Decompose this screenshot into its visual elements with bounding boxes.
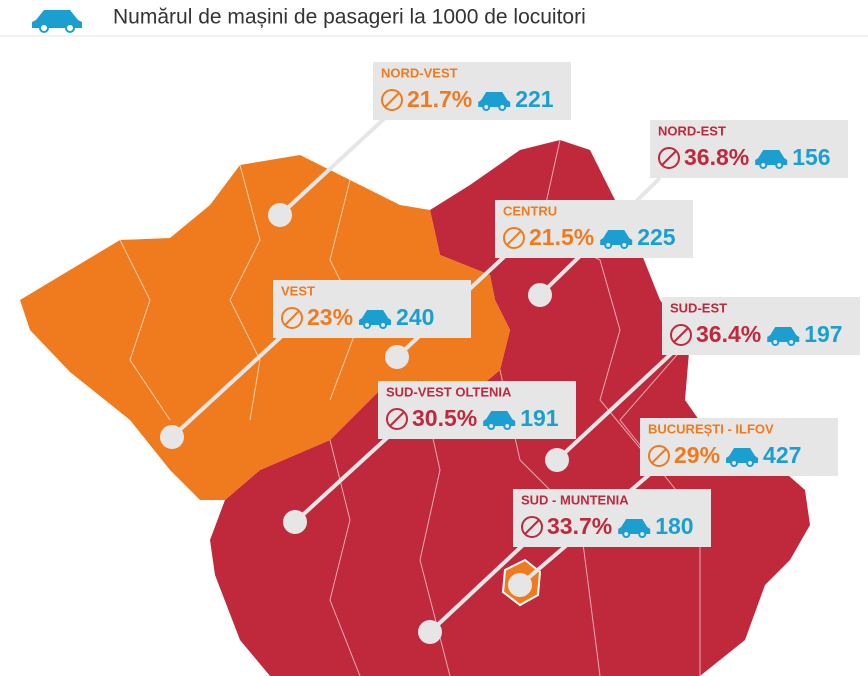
region-name: SUD - MUNTENIA [521,492,629,507]
region-name: VEST [281,283,315,298]
unemployment-share: 21.5% [529,224,594,250]
car-wheel [775,161,784,169]
cars-per-1000: 156 [792,144,830,170]
no-icon-slash [384,92,400,108]
car-wheel [759,161,768,169]
region-orange [20,155,510,500]
no-icon [381,89,403,111]
no-icon-slash [651,448,667,464]
no-icon-slash [673,327,689,343]
cars-per-1000: 225 [637,224,676,250]
car-wheel [487,422,496,430]
no-icon [658,147,680,169]
unemployment-share: 30.5% [412,405,477,431]
region-callout: NORD-VEST 21.7% 221 [268,62,571,227]
callout-box [662,297,860,355]
no-icon [281,307,303,329]
region-marker [283,510,307,534]
car-wheel [638,530,647,538]
region-name: SUD-VEST OLTENIA [386,384,512,399]
no-icon-slash [389,411,405,427]
title: Numărul de mașini de pasageri la 1000 de… [113,6,586,29]
no-icon [648,445,670,467]
region-marker [545,448,569,472]
callout-box [513,489,711,547]
unemployment-share: 36.8% [684,144,749,170]
unemployment-share: 33.7% [547,513,612,539]
car-wheel [771,338,780,346]
region-name: NORD-EST [658,123,726,138]
car-wheel [604,241,613,249]
cars-per-1000: 180 [655,513,693,539]
region-marker [385,345,409,369]
region-callout: SUD-VEST OLTENIA 30.5% 191 [283,381,576,534]
region-marker [508,573,532,597]
region-marker [268,203,292,227]
callout-box [640,418,838,476]
callout-line [555,351,674,462]
no-icon-slash [506,230,522,246]
region-callout: SUD-EST 36.4% 197 [545,297,860,472]
no-icon [503,227,525,249]
car-wheel [622,530,631,538]
no-icon-slash [524,519,540,535]
unemployment-share: 36.4% [696,321,761,347]
car-wheel [787,338,796,346]
region-marker [418,620,442,644]
callout-box [273,280,471,338]
cars-per-1000: 191 [520,405,559,431]
callout-box [373,62,571,120]
region-name: BUCUREȘTI - ILFOV [648,421,774,436]
car-wheel [620,241,629,249]
cars-per-1000: 240 [396,304,434,330]
callout-box [650,120,848,178]
car-wheel [730,459,739,467]
region-name: CENTRU [503,203,557,218]
car-wheel [363,321,372,329]
car-wheel [498,103,507,111]
car-wheel [503,422,512,430]
unemployment-share: 23% [307,304,353,330]
callout-box [378,381,576,439]
cars-per-1000: 427 [763,442,801,468]
title-icon [32,10,82,33]
region-callout: SUD - MUNTENIA 33.7% 180 [418,489,711,644]
unemployment-share: 21.7% [407,86,472,112]
callout-line [170,333,285,439]
callout-box [495,200,693,258]
region-marker [160,425,184,449]
car-wheel [482,103,491,111]
no-icon-slash [284,310,300,326]
callout-line [428,543,525,634]
no-icon-slash [661,150,677,166]
callout-line [278,116,387,217]
region-callout: VEST 23% 240 [160,280,471,449]
region-marker [528,283,552,307]
no-icon [670,324,692,346]
no-icon [521,516,543,538]
callout-line [293,435,390,524]
cars-per-1000: 221 [515,86,554,112]
unemployment-share: 29% [674,442,720,468]
region-name: SUD-EST [670,300,727,315]
car-wheel [746,459,755,467]
region-name: NORD-VEST [381,65,458,80]
no-icon [386,408,408,430]
car-wheel [379,321,388,329]
cars-per-1000: 197 [804,321,842,347]
